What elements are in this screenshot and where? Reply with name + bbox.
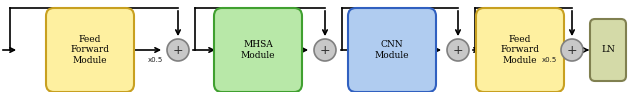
Text: MHSA
Module: MHSA Module (241, 40, 275, 60)
Text: x0.5: x0.5 (148, 57, 163, 63)
Text: CNN
Module: CNN Module (375, 40, 409, 60)
Circle shape (167, 39, 189, 61)
Circle shape (314, 39, 336, 61)
Circle shape (561, 39, 583, 61)
Text: LN: LN (601, 46, 615, 54)
FancyBboxPatch shape (590, 19, 626, 81)
FancyBboxPatch shape (348, 8, 436, 92)
Circle shape (447, 39, 469, 61)
Text: +: + (566, 44, 577, 56)
Text: +: + (320, 44, 330, 56)
Text: Feed
Forward
Module: Feed Forward Module (501, 35, 539, 65)
Text: +: + (173, 44, 183, 56)
FancyBboxPatch shape (214, 8, 302, 92)
Text: x0.5: x0.5 (541, 57, 556, 63)
FancyBboxPatch shape (476, 8, 564, 92)
Text: Feed
Forward
Module: Feed Forward Module (70, 35, 109, 65)
Text: +: + (453, 44, 463, 56)
FancyBboxPatch shape (46, 8, 134, 92)
